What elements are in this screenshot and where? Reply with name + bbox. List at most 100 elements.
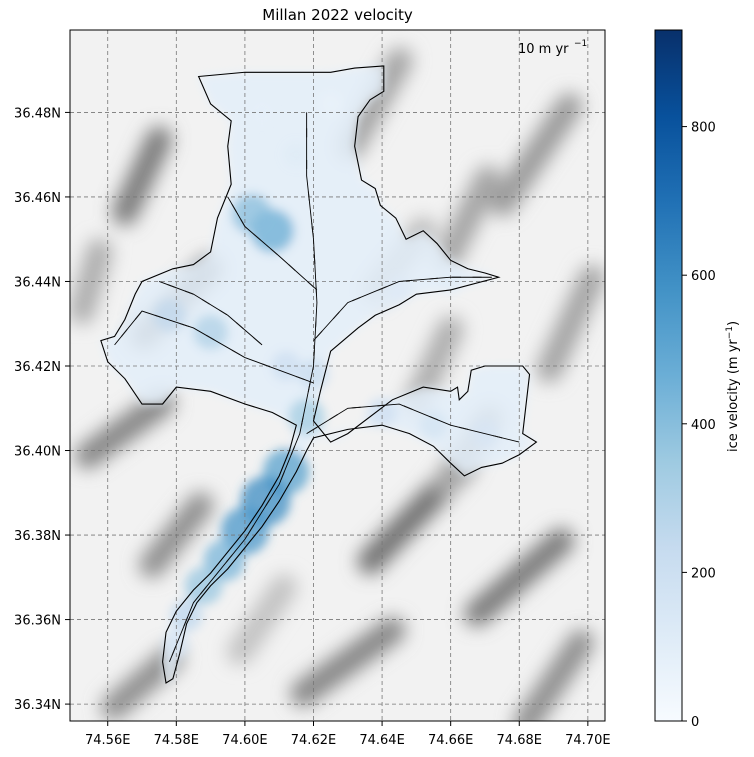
velocity-arrow <box>270 248 278 255</box>
chart-title: Millan 2022 velocity <box>262 6 413 24</box>
velocity-arrow <box>154 314 164 319</box>
hillshade-ridge <box>100 645 184 721</box>
hillshade-ridge <box>290 617 406 707</box>
plot-frame <box>69 29 606 722</box>
velocity-layer <box>100 65 537 683</box>
velocity-arrow <box>288 264 296 271</box>
velocity-cell <box>184 566 223 605</box>
y-tick-label: 36.34N <box>14 698 61 713</box>
velocity-arrows <box>121 128 503 656</box>
velocity-arrow <box>206 334 215 341</box>
velocity-arrow <box>248 525 254 534</box>
quiver-key-exponent: −1 <box>574 39 587 49</box>
hillshade-ridge <box>74 389 175 469</box>
velocity-arrow <box>377 404 387 407</box>
velocity-arrow <box>240 218 246 228</box>
velocity-arrow <box>352 296 361 302</box>
velocity-cell <box>419 410 448 440</box>
velocity-arrow <box>253 337 261 344</box>
velocity-arrow <box>218 309 228 316</box>
y-tick-label: 36.48N <box>14 106 61 121</box>
velocity-cell <box>386 276 413 303</box>
velocity-arrow <box>253 233 261 241</box>
velocity-arrow <box>377 286 387 291</box>
velocity-arrow <box>290 446 296 455</box>
velocity-arrow <box>265 497 272 506</box>
colorbar-label: ice velocity (m yr−1) <box>725 321 741 452</box>
velocity-cell <box>231 193 272 234</box>
x-tick-label: 74.58E <box>154 733 199 748</box>
y-tick-label: 36.38N <box>14 529 61 544</box>
velocity-arrow <box>167 284 177 289</box>
velocity-arrow <box>403 405 413 410</box>
x-tick-label: 74.64E <box>359 733 404 748</box>
velocity-arrow <box>134 312 142 320</box>
hillshade-ridge <box>70 238 113 325</box>
velocity-arrow <box>171 646 176 656</box>
colorbar-gradient <box>654 29 683 722</box>
hillshade-ridge <box>490 93 583 217</box>
velocity-arrow <box>329 414 338 420</box>
hillshade-ridge <box>434 165 501 271</box>
quiver-key: 10 m yr −1 <box>518 39 587 57</box>
x-tick-label: 74.60E <box>222 733 267 748</box>
flowline <box>159 281 263 346</box>
velocity-arrow <box>429 415 439 421</box>
velocity-arrow <box>458 426 468 430</box>
velocity-cell <box>271 350 302 381</box>
velocity-arrow <box>307 191 310 201</box>
x-tick-label: 74.62E <box>291 733 336 748</box>
velocity-arrow <box>351 406 361 409</box>
velocity-arrow <box>308 426 318 433</box>
x-tick-label: 74.68E <box>497 733 542 748</box>
velocity-arrow <box>315 330 323 339</box>
velocity-cell <box>283 141 310 168</box>
velocity-arrow <box>231 349 241 356</box>
velocity-arrow <box>428 277 438 280</box>
x-tick-label: 74.66E <box>428 733 473 748</box>
y-axis: 36.34N 36.36N 36.38N 36.40N 36.42N 36.44N 36.4… <box>14 106 70 713</box>
colorbar-tick-label: 0 <box>691 715 699 730</box>
velocity-arrow <box>300 416 304 426</box>
y-tick-label: 36.46N <box>14 191 61 206</box>
velocity-arrow <box>201 299 210 305</box>
velocity-cell <box>319 92 343 116</box>
velocity-arrow <box>236 322 244 329</box>
x-axis: 74.56E 74.58E 74.60E 74.62E 74.64E 74.66E 74.6… <box>85 721 611 748</box>
hillshade-ridge <box>536 264 605 383</box>
velocity-arrow <box>231 204 237 213</box>
velocity-cell <box>288 398 325 435</box>
colorbar-tick-label: 600 <box>691 269 716 284</box>
glacier-outline <box>100 65 538 684</box>
velocity-arrow <box>307 281 315 288</box>
flowline <box>169 112 318 663</box>
plot-area <box>70 30 605 721</box>
velocity-cell <box>170 599 203 632</box>
colorbar: 0 200 400 600 800 ice velocity (m yr−1) <box>654 29 741 730</box>
y-tick-label: 36.42N <box>14 360 61 375</box>
velocity-cell <box>193 314 229 350</box>
colorbar-ticks: 0 200 400 600 800 <box>682 121 716 730</box>
hillshade-ridge <box>111 126 173 226</box>
velocity-arrow <box>225 554 233 563</box>
velocity-arrow <box>296 376 305 381</box>
x-tick-label: 74.56E <box>85 733 130 748</box>
velocity-arrow <box>121 329 128 337</box>
colorbar-tick-label: 400 <box>691 418 716 433</box>
y-tick-label: 36.40N <box>14 445 61 460</box>
colorbar-tick-label: 200 <box>691 566 716 581</box>
velocity-arrow <box>180 323 190 328</box>
velocity-arrow <box>200 586 207 595</box>
x-tick-label: 74.70E <box>565 733 610 748</box>
velocity-arrow <box>311 223 314 233</box>
velocity-arrow <box>307 382 311 392</box>
velocity-arrow <box>493 435 503 439</box>
velocity-arrow <box>184 290 194 295</box>
velocity-arrow <box>280 471 285 481</box>
velocity-cell <box>153 299 186 332</box>
y-tick-label: 36.44N <box>14 275 61 290</box>
velocity-arrow <box>332 311 340 320</box>
colorbar-tick-label: 800 <box>691 121 716 136</box>
velocity-arrow <box>403 279 413 282</box>
